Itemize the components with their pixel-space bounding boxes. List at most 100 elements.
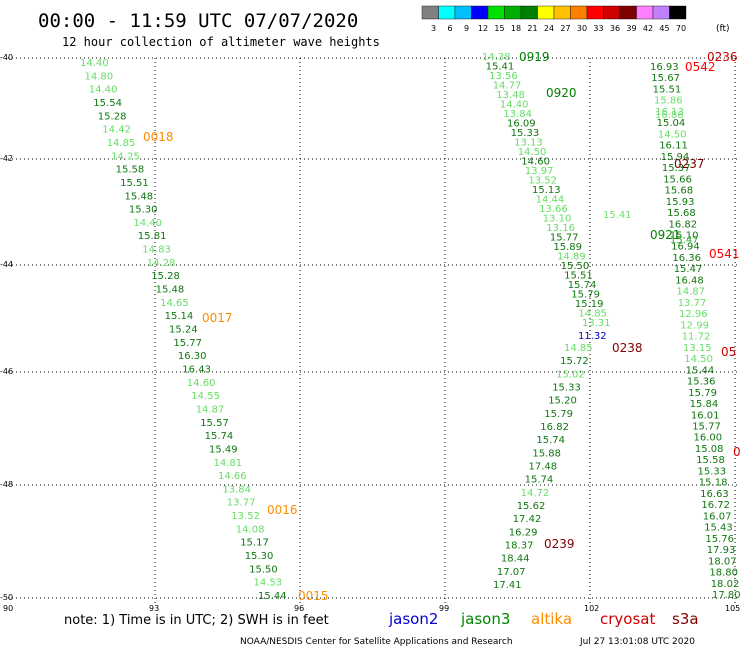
track-value: 15.72 xyxy=(560,356,589,367)
track-value: 18.02 xyxy=(711,579,740,590)
track-value: 15.51 xyxy=(120,178,149,189)
track-value: 13.48 xyxy=(496,90,525,101)
mission-cryosat: cryosat xyxy=(600,610,655,628)
track-value: 14.38 xyxy=(482,52,511,63)
colorbar-swatch xyxy=(421,5,439,20)
track-value: 17.80 xyxy=(712,590,740,601)
pass-label: 0541 xyxy=(709,247,740,261)
track-value: 16.13 xyxy=(655,107,684,118)
track-value: 14.25 xyxy=(111,151,140,162)
track-value: 13.84 xyxy=(503,109,532,120)
track-value: 16.11 xyxy=(659,141,688,152)
colorbar-swatch xyxy=(652,5,670,20)
colorbar-swatch xyxy=(537,5,555,20)
colorbar-swatch xyxy=(454,5,472,20)
track-value: 15.19 xyxy=(575,299,604,310)
track-value: 17.42 xyxy=(513,514,542,525)
track-value: 17.07 xyxy=(497,567,526,578)
track-value: 16.30 xyxy=(178,351,207,362)
colorbar-swatch xyxy=(504,5,522,20)
track-value: 15.57 xyxy=(200,418,229,429)
track-value: 14.60 xyxy=(187,378,216,389)
colorbar-label: 70 xyxy=(676,24,686,33)
pass-label: 0239 xyxy=(544,537,575,551)
track-value: 14.85 xyxy=(107,138,136,149)
track-value: 15.41 xyxy=(603,210,632,221)
track-value: 14.44 xyxy=(536,195,565,206)
track-value: 14.81 xyxy=(214,458,243,469)
track-value: 14.50 xyxy=(518,147,547,158)
track-value: 14.80 xyxy=(85,71,114,82)
track-value: 15.33 xyxy=(552,383,581,394)
mission-s3a: s3a xyxy=(672,610,699,628)
track-value: 13.10 xyxy=(543,214,572,225)
track-value: 14.42 xyxy=(102,125,131,136)
track-value: 15.94 xyxy=(661,152,690,163)
track-value: 18.44 xyxy=(501,554,530,565)
track-value: 16.36 xyxy=(672,253,701,264)
colorbar-label: 36 xyxy=(610,24,620,33)
track-value: 14.83 xyxy=(142,245,171,256)
track-value: 15.74 xyxy=(205,431,234,442)
track-value: 15.66 xyxy=(663,174,692,185)
track-value: 15.17 xyxy=(240,538,269,549)
track-value: 14.85 xyxy=(564,343,593,354)
track-value: 15.33 xyxy=(511,128,540,139)
track-value: 15.74 xyxy=(536,435,565,446)
page-subtitle: 12 hour collection of altimeter wave hei… xyxy=(62,35,380,49)
track-value: 16.00 xyxy=(694,433,723,444)
mission-jason3: jason3 xyxy=(460,610,510,628)
lat-label: -42 xyxy=(0,154,13,163)
colorbar-label: 45 xyxy=(659,24,669,33)
grid xyxy=(8,57,740,603)
track-value: 15.49 xyxy=(209,444,238,455)
pass-label: 0237 xyxy=(674,157,705,171)
track-value: 18.37 xyxy=(505,541,534,552)
track-value: 16.43 xyxy=(182,365,211,376)
track-value: 15.14 xyxy=(165,311,194,322)
track-value: 15.81 xyxy=(138,231,167,242)
pass-label: 0018 xyxy=(143,130,174,144)
footer-note: note: 1) Time is in UTC; 2) SWH is in fe… xyxy=(64,613,329,628)
pass-label: 0542 xyxy=(685,60,716,74)
pass-label: 0919 xyxy=(519,50,550,64)
pass-label: 0920 xyxy=(546,86,577,100)
mission-jason2: jason2 xyxy=(388,610,438,628)
track-value: 14.85 xyxy=(578,309,607,320)
lon-axis: 90 93 96 99 102 105 xyxy=(3,604,740,613)
track-value: 15.50 xyxy=(561,261,590,272)
track-value: 14.89 xyxy=(557,252,586,263)
colorbar-label: 27 xyxy=(560,24,570,33)
colorbar-label: 24 xyxy=(544,24,554,33)
track-value: 14.66 xyxy=(218,471,247,482)
track-value: 13.97 xyxy=(525,166,554,177)
colorbar-swatch xyxy=(487,5,505,20)
track-value: 15.58 xyxy=(116,165,145,176)
track-value: 14.87 xyxy=(196,404,225,415)
track-value: 12.99 xyxy=(680,320,709,331)
colorbar-label: 39 xyxy=(626,24,636,33)
track-value: 12.96 xyxy=(679,309,708,320)
track-value: 15.89 xyxy=(553,242,582,253)
track-value: 15.47 xyxy=(670,235,699,246)
track-value: 15.10 xyxy=(670,231,699,242)
track-value: 15.67 xyxy=(651,73,680,84)
track-value: 13.13 xyxy=(514,138,543,149)
colorbar-label: 42 xyxy=(643,24,653,33)
track-value: 14.08 xyxy=(236,524,265,535)
track-value: 16.93 xyxy=(650,62,679,73)
track-value: 14.40 xyxy=(500,100,529,111)
pass-labels: 0018 0017 0016 0015 0919 0920 0921 0237 … xyxy=(143,50,740,603)
pass-label: 0015 xyxy=(298,589,329,603)
mission-altika: altika xyxy=(531,610,572,628)
lat-label: -50 xyxy=(0,593,13,602)
track-value: 15.04 xyxy=(657,118,686,129)
track-value: 16.94 xyxy=(671,242,700,253)
track-value: 15.74 xyxy=(525,475,554,486)
track-value: 15.77 xyxy=(692,422,721,433)
track-value: 14.28 xyxy=(147,258,176,269)
colorbar-swatch xyxy=(553,5,571,20)
track-value: 15.50 xyxy=(249,564,278,575)
